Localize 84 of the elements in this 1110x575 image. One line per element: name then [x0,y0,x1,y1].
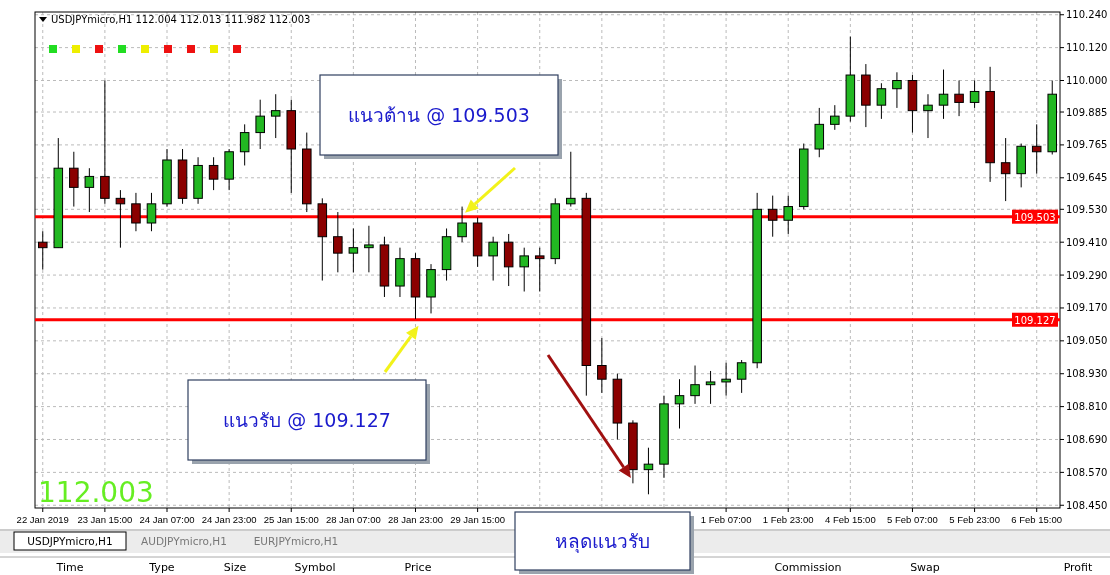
chart-title: USDJPYmicro,H1 112.004 112.013 111.982 112.003 [51,14,311,25]
text: Size [223,561,247,574]
text: EURJPYmicro,H1 [253,535,339,547]
x-tick-label: 28 Jan 07:00 [325,514,381,525]
candlestick [876,82,887,120]
text: Commission [774,561,842,574]
x-tick-label: 29 Jan 15:00 [450,514,506,525]
candlestick [892,71,902,109]
y-tick-label: 108.690 [1066,433,1108,445]
ref-line-label: 109.127 [1014,314,1056,326]
y-tick-label: 108.930 [1066,368,1108,380]
y-tick-label: 108.450 [1066,499,1108,511]
candlestick [690,365,700,405]
x-tick-label: 1 Feb 23:00 [762,514,814,525]
x-tick-label: 24 Jan 07:00 [139,514,195,525]
candlestick [488,236,498,282]
candlestick [597,337,607,394]
annotation: แนวต้าน @ 109.503 [348,104,530,126]
text: AUDJPYmicro,H1 [141,535,227,547]
candlestick [1031,123,1042,175]
x-tick-label: 28 Jan 23:00 [388,514,443,525]
text: หลุดแนวรับ [555,530,650,554]
y-tick-label: 109.530 [1066,203,1108,215]
candlestick [255,99,265,150]
y-tick-label: 109.410 [1066,236,1108,248]
x-tick-label: 25 Jan 15:00 [263,514,319,525]
candlestick [239,123,250,166]
y-tick-label: 110.000 [1066,75,1108,87]
candlestick [457,206,467,243]
candlestick [364,225,374,273]
x-tick-label: 4 Feb 15:00 [824,514,876,525]
y-tick-label: 110.240 [1066,9,1108,21]
ref-line-label: 109.503 [1014,211,1056,223]
candlestick [938,69,949,120]
text: Swap [910,561,940,574]
candlestick [767,195,778,238]
candlestick [954,80,964,117]
text: Time [55,561,84,574]
x-tick-label: 24 Jan 23:00 [201,514,257,525]
annotation: 112.003 [38,476,154,509]
x-tick-label: 22 Jan 2019 [16,514,69,525]
y-tick-label: 109.170 [1066,302,1108,314]
y-tick-label: 109.885 [1066,106,1108,118]
candlestick [923,93,933,139]
candlestick [146,192,157,232]
candlestick [721,362,731,397]
y-tick-label: 109.645 [1066,172,1108,184]
candlestick [100,80,110,205]
candlestick [348,227,359,273]
candlestick [830,104,840,131]
text: Symbol [294,561,336,574]
candlestick [333,211,343,273]
text: Type [148,561,175,574]
candlestick [674,378,685,430]
y-tick-label: 110.120 [1066,42,1108,54]
candlestick [270,93,281,139]
candlestick [783,195,793,235]
x-tick-label: 5 Feb 23:00 [949,514,1000,525]
x-tick-label: 1 Feb 07:00 [700,514,752,525]
x-tick-label: 23 Jan 15:00 [77,514,133,525]
annotation: แนวรับ @ 109.127 [223,409,391,431]
candlestick [736,359,747,394]
candlestick [69,151,79,208]
y-tick-label: 108.810 [1066,401,1108,413]
candlestick [969,80,980,109]
candlestick [705,370,716,405]
y-tick-label: 109.290 [1066,269,1108,281]
candlestick [208,156,219,191]
x-tick-label: 6 Feb 15:00 [1011,514,1063,525]
text: Profit [1063,561,1094,574]
y-tick-label: 109.765 [1066,139,1108,151]
candlestick [115,189,126,249]
text: Price [404,561,432,574]
text: USDJPYmicro,H1 [27,535,113,547]
candlestick [534,247,545,293]
candlestick [1000,137,1011,202]
candlestick [37,230,48,271]
x-tick-label: 5 Feb 07:00 [887,514,938,525]
candlestick [131,192,141,232]
y-tick-label: 108.570 [1066,466,1108,478]
candlestick [566,151,576,208]
candlestick [84,167,95,213]
y-tick-label: 109.050 [1066,335,1108,347]
candlestick [519,247,529,293]
